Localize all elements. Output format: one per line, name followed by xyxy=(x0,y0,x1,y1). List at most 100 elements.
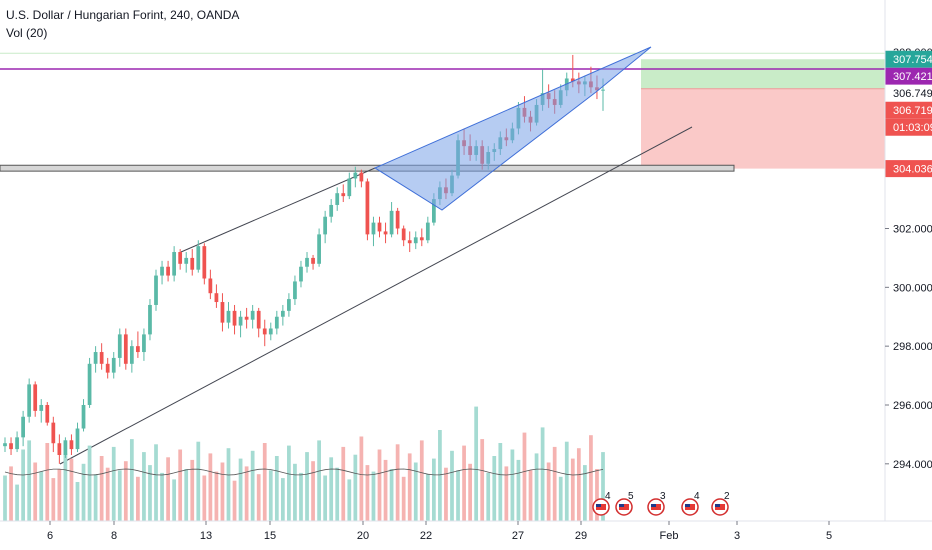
price-axis[interactable]: 294.000296.000298.000300.000302.000308.0… xyxy=(884,0,932,521)
flag-canton xyxy=(715,504,720,507)
event-badge-count: 5 xyxy=(628,491,634,502)
candle-body xyxy=(329,204,334,217)
candle-body xyxy=(377,222,382,232)
volume-bar xyxy=(570,458,575,521)
price-tag-bg xyxy=(885,50,932,68)
time-tick-label: 6 xyxy=(47,530,53,542)
price-tick-label: 298.000 xyxy=(893,341,932,353)
volume-bar xyxy=(69,458,74,521)
candle-body xyxy=(268,328,273,335)
volume-bar xyxy=(93,474,98,521)
time-tick-label: 5 xyxy=(826,530,832,542)
volume-bar xyxy=(462,445,466,521)
event-badge[interactable]: 5 xyxy=(615,491,634,516)
candle-body xyxy=(57,443,62,455)
event-badge[interactable]: 4 xyxy=(681,491,700,516)
volume-bars xyxy=(3,406,605,521)
volume-bar xyxy=(389,469,394,521)
candle-body xyxy=(117,334,122,358)
candle-body xyxy=(51,422,56,444)
volume-bar xyxy=(27,440,32,521)
event-badge[interactable]: 3 xyxy=(647,491,666,516)
candle-body xyxy=(341,193,346,197)
volume-bar xyxy=(528,470,533,521)
price-tag-label: 304.036 xyxy=(893,164,932,176)
volume-bar xyxy=(353,454,358,521)
volume-indicator-label: Vol (20) xyxy=(6,26,48,40)
volume-bar xyxy=(244,466,249,521)
volume-bar xyxy=(117,470,122,521)
upper-channel-line xyxy=(180,167,376,253)
volume-bar xyxy=(142,452,146,521)
time-tick-label: 8 xyxy=(111,530,117,542)
candle-body xyxy=(81,404,86,429)
time-tick-label: 22 xyxy=(420,530,432,542)
time-tick-label: Feb xyxy=(660,530,679,542)
position-zones xyxy=(0,59,885,172)
volume-bar xyxy=(293,463,297,521)
volume-bar xyxy=(425,474,430,521)
rising-wedge xyxy=(373,46,652,211)
candle-body xyxy=(280,310,285,317)
volume-bar xyxy=(196,441,201,521)
event-badges[interactable]: 4 5 3 4 2 xyxy=(592,491,730,516)
event-badge-count: 4 xyxy=(694,491,700,502)
candle-body xyxy=(570,78,575,82)
candle-body xyxy=(172,252,177,276)
event-badge[interactable]: 2 xyxy=(711,491,730,516)
candle-body xyxy=(21,416,25,438)
flag-canton xyxy=(596,504,601,507)
price-tick-label: 300.000 xyxy=(893,282,932,294)
candle-body xyxy=(371,222,376,235)
candle-body xyxy=(166,266,170,276)
volume-bar xyxy=(299,472,303,521)
volume-bar xyxy=(45,443,50,521)
volume-bar xyxy=(129,439,134,521)
volume-bar xyxy=(75,482,80,521)
volume-bar xyxy=(450,450,454,521)
candle-body xyxy=(226,310,231,323)
time-axis[interactable]: 6 8 13 15 20 22 27 29 Feb 3 5 xyxy=(0,520,932,542)
volume-bar xyxy=(516,459,521,521)
candle-body xyxy=(317,234,321,264)
candle-body xyxy=(244,316,249,320)
candle-body xyxy=(148,304,152,335)
event-badge-count: 4 xyxy=(605,491,611,502)
candle-body xyxy=(33,384,38,411)
flag-canton xyxy=(619,504,624,507)
candle-body xyxy=(142,334,146,353)
event-badge-count: 2 xyxy=(724,491,730,502)
volume-bar xyxy=(226,448,231,521)
candle-body xyxy=(425,222,430,241)
candle-body xyxy=(431,199,436,223)
volume-bar xyxy=(552,446,557,521)
time-tick-label: 29 xyxy=(575,530,587,542)
volume-bar xyxy=(99,456,104,521)
volume-bar xyxy=(341,446,346,521)
candle-body xyxy=(184,257,189,264)
candle-body xyxy=(105,363,110,373)
volume-bar xyxy=(359,436,364,521)
candle-body xyxy=(69,440,74,450)
volume-bar xyxy=(601,452,605,521)
price-tag-label: 01:03:09 xyxy=(893,122,932,134)
volume-bar xyxy=(589,435,593,521)
volume-bar xyxy=(576,448,581,521)
volume-bar xyxy=(15,484,19,521)
candle-body xyxy=(154,275,158,305)
price-tag-bg xyxy=(885,67,932,85)
volume-bar xyxy=(311,461,315,521)
volume-bar xyxy=(81,463,86,521)
candle-body xyxy=(359,172,364,182)
volume-bar xyxy=(401,476,406,521)
volume-bar xyxy=(232,480,237,521)
candle-body xyxy=(214,293,219,303)
event-badge[interactable]: 4 xyxy=(592,491,611,516)
flag-canton xyxy=(685,504,690,507)
candle-body xyxy=(63,440,68,455)
volume-bar xyxy=(111,446,116,521)
volume-bar xyxy=(136,476,140,521)
time-tick-label: 27 xyxy=(512,530,524,542)
candle-body xyxy=(178,252,183,264)
